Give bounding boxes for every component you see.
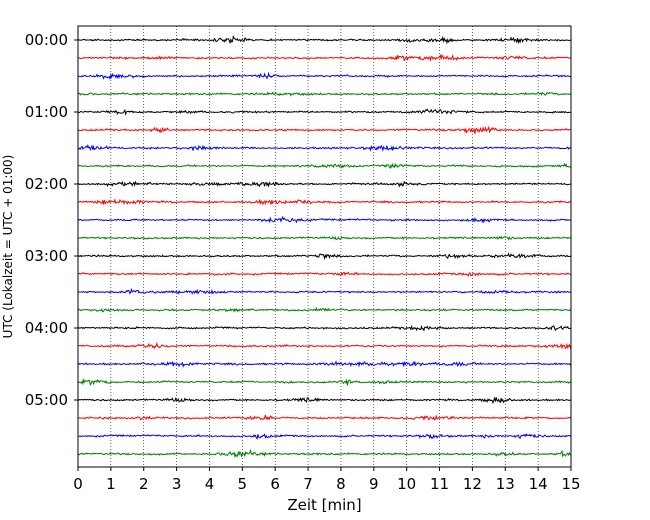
trace-19 (77, 360, 572, 368)
trace-11 (77, 215, 572, 224)
x-tick-label-10: 10 (397, 475, 416, 493)
trace-4 (77, 91, 572, 97)
trace-24 (77, 448, 572, 459)
x-tick-label-14: 14 (529, 475, 548, 493)
x-tick-label-9: 9 (369, 475, 379, 493)
trace-16 (77, 306, 572, 313)
y-tick-label-5: 05:00 (25, 391, 68, 409)
y-tick-label-0: 00:00 (25, 31, 68, 49)
y-tick-label-4: 04:00 (25, 319, 68, 337)
trace-1 (77, 35, 572, 45)
x-tick-label-8: 8 (336, 475, 346, 493)
trace-7 (77, 144, 572, 153)
trace-8 (77, 162, 572, 170)
trace-15 (77, 287, 572, 295)
x-axis-label: Zeit [min] (287, 496, 361, 514)
x-tick-label-0: 0 (73, 475, 83, 493)
trace-21 (77, 396, 572, 405)
y-axis-ticks: 00:00 01:00 02:00 03:00 04:00 05:00 (25, 31, 78, 409)
x-tick-label-12: 12 (463, 475, 482, 493)
trace-18 (77, 341, 572, 350)
x-axis-ticks: 0 1 2 3 4 5 6 7 8 9 10 11 12 13 14 15 (73, 467, 581, 493)
trace-9 (77, 180, 572, 188)
plot-frame (77, 25, 572, 468)
trace-23 (77, 433, 572, 440)
trace-6 (77, 125, 572, 134)
trace-3 (77, 71, 572, 80)
y-tick-label-1: 01:00 (25, 103, 68, 121)
y-tick-label-2: 02:00 (25, 175, 68, 193)
trace-10 (77, 198, 572, 206)
x-tick-label-3: 3 (172, 475, 182, 493)
x-tick-label-5: 5 (238, 475, 248, 493)
trace-20 (77, 377, 572, 387)
x-tick-label-6: 6 (270, 475, 280, 493)
x-tick-label-1: 1 (106, 475, 116, 493)
trace-22 (77, 414, 572, 421)
trace-13 (77, 252, 572, 261)
x-tick-label-7: 7 (303, 475, 313, 493)
trace-2 (77, 53, 572, 63)
trace-12 (77, 235, 572, 241)
x-tick-label-4: 4 (205, 475, 215, 493)
x-tick-label-2: 2 (139, 475, 149, 493)
x-tick-label-11: 11 (430, 475, 449, 493)
x-tick-label-15: 15 (561, 475, 580, 493)
x-tick-label-13: 13 (496, 475, 515, 493)
trace-14 (77, 271, 572, 278)
trace-17 (77, 324, 572, 332)
y-axis-label: UTC (Lokalzeit = UTC + 01:00) (1, 155, 15, 339)
y-tick-label-3: 03:00 (25, 247, 68, 265)
trace-5 (77, 108, 572, 116)
seismic-traces (77, 35, 572, 459)
